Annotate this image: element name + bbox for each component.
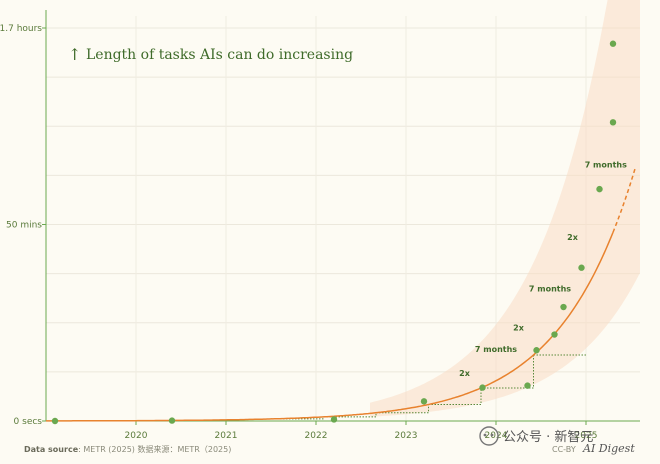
chart-title: ↑ Length of tasks AIs can do increasing (68, 45, 353, 64)
data-point (609, 40, 617, 47)
annotation-label: 7 months (475, 345, 517, 354)
data-point (560, 303, 567, 311)
footer: Data source: METR (2025) 数据来源：METR（2025)… (24, 426, 635, 455)
source-text: : METR (2025) 数据来源：METR（2025) (78, 444, 231, 454)
doubling-step (323, 412, 377, 418)
data-point (524, 382, 531, 389)
data-point (420, 398, 428, 405)
license-text: CC-BY (552, 445, 576, 454)
wechat-eye-left (483, 433, 487, 437)
trend-line-solid (46, 232, 614, 422)
data-point (551, 331, 558, 338)
data-points (51, 40, 617, 425)
confidence-band-area (370, 0, 640, 417)
data-point (578, 264, 585, 271)
data-point (168, 417, 176, 424)
doubling-step (481, 354, 534, 389)
x-tick-label: 2022 (305, 431, 328, 441)
x-tick-label: 2023 (395, 431, 418, 441)
x-tick-label: 2021 (215, 431, 238, 441)
data-point (609, 119, 617, 126)
doubling-steps (271, 354, 586, 420)
x-tick-label: 2024 (485, 431, 508, 441)
source-label: Data source (24, 445, 79, 454)
up-arrow-icon: ↑ (68, 45, 81, 64)
data-point (479, 384, 486, 391)
y-tick-label: 0 secs (14, 417, 43, 427)
doubling-step (271, 416, 324, 420)
doubling-step (428, 387, 482, 405)
trend-line-projection (612, 166, 637, 233)
doubling-step (376, 404, 429, 414)
confidence-band (370, 0, 640, 417)
annotation-label: 2x (459, 369, 471, 378)
trend-line (46, 166, 637, 422)
wechat-icon (479, 426, 499, 446)
data-point (330, 416, 338, 423)
annotation-label: 7 months (585, 161, 627, 170)
x-tick-label: 2020 (125, 431, 148, 441)
data-point (51, 417, 59, 425)
annotations: 2x 7 months 2x 7 months 2x 7 months (459, 161, 627, 378)
watermark: 公众号 · 新智元 (479, 426, 593, 446)
annotation-label: 7 months (529, 284, 571, 293)
annotation-label: 2x (513, 324, 525, 333)
data-point (533, 347, 540, 354)
watermark-text: 公众号 · 新智元 (503, 429, 593, 445)
x-tick-label: 2025 (575, 431, 598, 441)
y-tick-labels: 0 secs 50 mins 1.7 hours (0, 24, 42, 427)
y-tick-label: 50 mins (6, 221, 42, 231)
brand-text: AI Digest (582, 442, 635, 455)
chart-title-text: Length of tasks AIs can do increasing (86, 47, 353, 63)
svg-text:Data source: METR (2025) 数据来源: Data source: METR (2025) 数据来源：METR（2025) (24, 444, 231, 454)
data-point (596, 185, 603, 193)
wechat-eye-right (490, 433, 494, 437)
y-tick-label: 1.7 hours (0, 24, 42, 34)
annotation-label: 2x (567, 233, 579, 242)
x-tick-labels: 2020 2021 2022 2023 2024 2025 (125, 431, 598, 441)
